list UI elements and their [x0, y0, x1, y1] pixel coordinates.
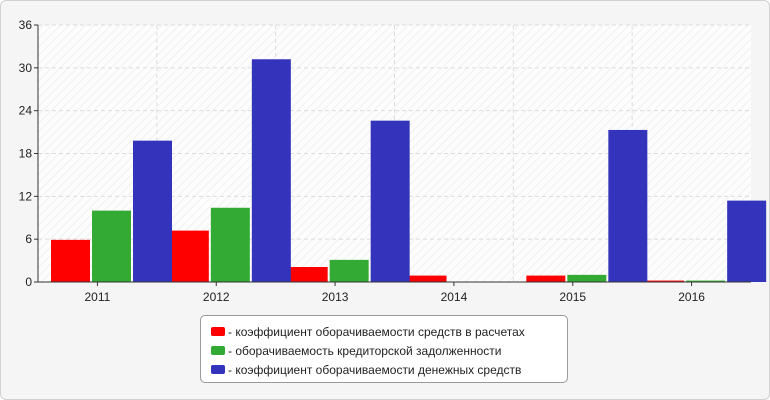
y-tick-label: 24 [19, 104, 33, 118]
legend-label: - коэффициент оборачиваемости средств в … [228, 324, 525, 339]
x-axis-ticks: 2011 2012 2013 2014 2015 2016 [85, 282, 705, 304]
bars [51, 59, 767, 283]
bar-chart: 0 6 12 18 24 30 36 2011 2012 2013 2014 2015 2016 [19, 18, 767, 304]
y-tick-label: 36 [19, 18, 33, 32]
x-tick-label: 2016 [678, 290, 705, 304]
bar [169, 230, 209, 282]
legend-swatch [211, 327, 225, 336]
legend-label: - оборачиваемость кредиторской задолженн… [228, 343, 502, 358]
y-tick-label: 30 [19, 61, 33, 75]
y-tick-label: 18 [19, 147, 33, 161]
legend-swatch [211, 365, 225, 374]
bar [51, 239, 90, 282]
x-tick-label: 2012 [203, 290, 230, 304]
bar [645, 280, 685, 282]
bar [370, 120, 410, 283]
bar [407, 275, 447, 282]
x-tick-label: 2015 [559, 290, 586, 304]
x-tick-label: 2014 [441, 290, 468, 304]
bar [251, 59, 291, 283]
bar [526, 275, 566, 282]
bar [133, 140, 172, 282]
bar [686, 280, 726, 282]
bar [288, 267, 328, 282]
legend: - коэффициент оборачиваемости средств в … [200, 315, 568, 383]
x-tick-label: 2011 [85, 290, 111, 304]
bar [567, 274, 607, 282]
legend-item: - коэффициент оборачиваемости денежных с… [211, 360, 557, 379]
legend-item: - коэффициент оборачиваемости средств в … [211, 322, 557, 341]
x-tick-label: 2013 [322, 290, 349, 304]
y-tick-label: 12 [19, 189, 33, 203]
y-tick-label: 6 [25, 232, 32, 246]
bar [92, 210, 131, 282]
y-axis-ticks: 0 6 12 18 24 30 36 [19, 18, 38, 289]
bar [608, 129, 648, 282]
legend-item: - оборачиваемость кредиторской задолженн… [211, 341, 557, 360]
bar [727, 200, 767, 282]
y-tick-label: 0 [25, 275, 32, 289]
bar [329, 259, 369, 282]
legend-swatch [211, 346, 225, 355]
bar [210, 207, 250, 282]
legend-label: - коэффициент оборачиваемости денежных с… [228, 362, 522, 377]
